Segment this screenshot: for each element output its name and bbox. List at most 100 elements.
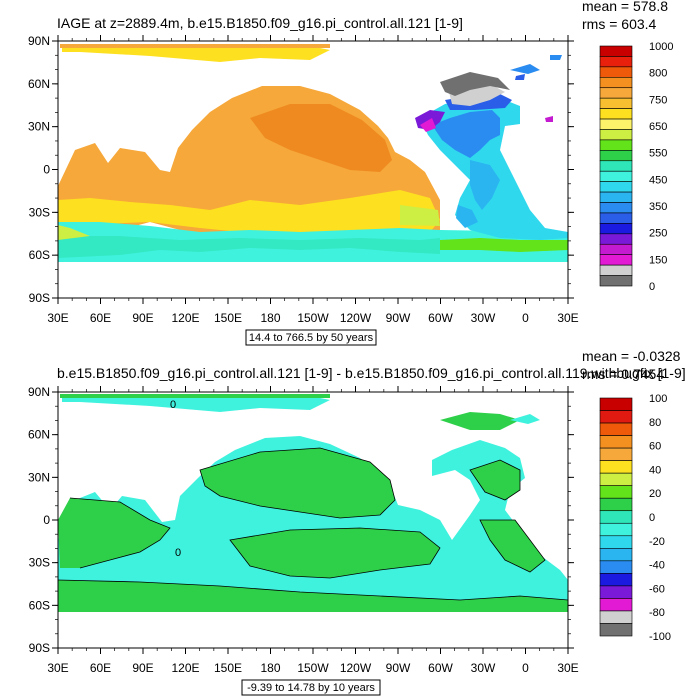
- colorbar-swatch: [599, 485, 633, 499]
- lon-label: 150E: [214, 661, 242, 675]
- colorbar-label: -80: [649, 607, 665, 619]
- colorbar-swatch: [599, 598, 633, 612]
- svg-text:0: 0: [175, 547, 181, 559]
- colorbar-swatch: [599, 610, 633, 624]
- colorbar-label: 450: [649, 174, 667, 186]
- colorbar-label: 20: [649, 488, 661, 500]
- colorbar-label: 350: [649, 201, 667, 213]
- colorbar-swatch: [599, 108, 633, 120]
- colorbar-swatch: [599, 233, 633, 245]
- lat-label: 90N: [28, 34, 50, 48]
- lon-label: 60E: [90, 661, 111, 675]
- colorbar-swatch: [599, 139, 633, 151]
- lon-label: 150E: [214, 311, 242, 325]
- colorbar-swatch: [599, 56, 633, 68]
- lon-label: 90E: [132, 311, 153, 325]
- colorbar-swatch: [599, 150, 633, 162]
- colorbar-swatch: [599, 77, 633, 89]
- colorbar-swatch: [599, 422, 633, 436]
- colorbar-swatch: [599, 435, 633, 449]
- colorbar-swatch: [599, 129, 633, 141]
- lat-label: 30N: [28, 120, 50, 134]
- lon-label: 120E: [171, 661, 199, 675]
- svg-text:-9.39 to 14.78 by 10 years: -9.39 to 14.78 by 10 years: [247, 682, 375, 694]
- bottom-mean: mean = -0.0328: [582, 348, 681, 364]
- top-axis: 90N 60N 30N 0 30S 60S 90S 30E 60E 90E 120E 150E 180 1…: [28, 34, 579, 325]
- top-colorbar: 1000 800 750 650 550 450 350 250 150 0: [599, 41, 673, 293]
- lat-label: 90S: [29, 641, 50, 655]
- colorbar-swatch: [599, 243, 633, 255]
- colorbar-swatch: [599, 522, 633, 537]
- colorbar-label: 60: [649, 441, 661, 453]
- top-caption: 14.4 to 766.5 by 50 years: [245, 329, 377, 346]
- lon-label: 150W: [297, 661, 329, 675]
- colorbar-swatch: [599, 87, 633, 99]
- colorbar-swatch: [599, 212, 633, 224]
- colorbar-label: -20: [649, 536, 665, 548]
- colorbar-swatch: [599, 535, 633, 549]
- colorbar-swatch: [599, 497, 633, 512]
- lon-label: 120W: [340, 311, 372, 325]
- svg-text:0: 0: [170, 399, 176, 411]
- lon-label: 0: [522, 311, 529, 325]
- colorbar-swatch: [599, 45, 633, 57]
- lat-label: 60S: [29, 248, 50, 262]
- lon-label: 90W: [386, 311, 411, 325]
- lat-label: 60S: [29, 598, 50, 612]
- lat-label: 0: [43, 163, 50, 177]
- colorbar-swatch: [599, 510, 633, 524]
- top-title: IAGE at z=2889.4m, b.e15.B1850.f09_g16.p…: [57, 15, 463, 31]
- colorbar-swatch: [599, 202, 633, 214]
- lon-label: 180: [260, 311, 280, 325]
- bottom-title: b.e15.B1850.f09_g16.pi_control.all.121 […: [57, 365, 686, 381]
- lon-label: 60E: [90, 311, 111, 325]
- colorbar-swatch: [599, 160, 633, 172]
- colorbar-label: 250: [649, 228, 667, 240]
- lat-label: 90S: [29, 291, 50, 305]
- colorbar-swatch: [599, 397, 633, 411]
- colorbar-swatch: [599, 66, 633, 78]
- top-map-field: [58, 44, 568, 298]
- top-panel: IAGE at z=2889.4m, b.e15.B1850.f09_g16.p…: [28, 0, 673, 346]
- colorbar-label: -60: [649, 583, 665, 595]
- colorbar-label: -100: [649, 631, 671, 643]
- lon-label: 30E: [47, 311, 68, 325]
- colorbar-label: 100: [649, 393, 667, 405]
- lon-label: 90E: [132, 661, 153, 675]
- lon-label: 30W: [471, 311, 496, 325]
- lon-label: 30E: [557, 311, 578, 325]
- colorbar-label: 0: [649, 512, 655, 524]
- lon-label: 120W: [340, 661, 372, 675]
- colorbar-label: 1000: [649, 41, 673, 53]
- colorbar-label: 80: [649, 417, 661, 429]
- colorbar-swatch: [599, 254, 633, 266]
- colorbar-swatch: [599, 97, 633, 109]
- colorbar-label: -40: [649, 560, 665, 572]
- colorbar-swatch: [599, 447, 633, 461]
- colorbar-label: 0: [649, 281, 655, 293]
- lon-label: 60W: [428, 661, 453, 675]
- colorbar-swatch: [599, 223, 633, 235]
- bottom-caption: -9.39 to 14.78 by 10 years: [241, 679, 381, 696]
- bottom-rms: rms = 0.7454: [582, 366, 664, 382]
- colorbar-swatch: [599, 191, 633, 203]
- colorbar-swatch: [599, 472, 633, 486]
- lat-label: 0: [43, 513, 50, 527]
- lat-label: 30S: [29, 205, 50, 219]
- bottom-colorbar: 100 80 60 40 20 0 -20 -40 -60 -80 -100: [599, 393, 671, 643]
- lon-label: 30W: [471, 661, 496, 675]
- lon-label: 60W: [428, 311, 453, 325]
- lat-label: 60N: [28, 77, 50, 91]
- colorbar-swatch: [599, 548, 633, 562]
- lon-label: 30E: [557, 661, 578, 675]
- top-mean: mean = 578.8: [582, 0, 668, 14]
- bottom-panel: b.e15.B1850.f09_g16.pi_control.all.121 […: [28, 348, 686, 696]
- colorbar-swatch: [599, 118, 633, 130]
- lon-label: 0: [522, 661, 529, 675]
- lat-label: 90N: [28, 385, 50, 399]
- lon-label: 180: [260, 661, 280, 675]
- lat-label: 30S: [29, 556, 50, 570]
- colorbar-label: 40: [649, 464, 661, 476]
- colorbar-swatch: [599, 181, 633, 193]
